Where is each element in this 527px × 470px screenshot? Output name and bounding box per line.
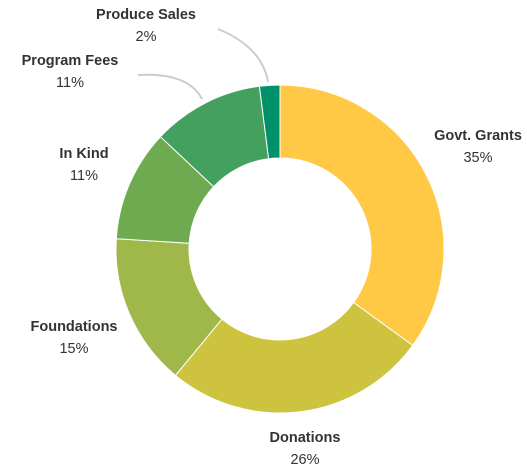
slice-label-program-fees: Program Fees <box>22 53 119 69</box>
slice-percent-produce-sales: 2% <box>136 29 157 45</box>
slice-label-govt-grants: Govt. Grants <box>434 128 522 144</box>
slice-label-produce-sales: Produce Sales <box>96 7 196 23</box>
slice-label-in-kind: In Kind <box>59 146 108 162</box>
slice-label-foundations: Foundations <box>31 319 118 335</box>
slice-label-donations: Donations <box>270 430 341 446</box>
leader-line-program-fees <box>137 73 203 100</box>
donut-slices <box>115 84 445 414</box>
slice-donations[interactable] <box>174 301 414 414</box>
slice-produce-sales[interactable] <box>258 84 281 160</box>
slice-percent-program-fees: 11% <box>56 75 84 91</box>
slice-percent-govt-grants: 35% <box>463 150 492 166</box>
slice-govt-grants[interactable] <box>279 84 445 347</box>
slice-percent-donations: 26% <box>290 452 319 468</box>
leader-lines <box>137 28 269 100</box>
slice-percent-in-kind: 11% <box>70 168 98 184</box>
slice-percent-foundations: 15% <box>59 341 88 357</box>
leader-line-produce-sales <box>217 28 269 83</box>
slice-labels: Govt. Grants 35% Donations 26% Foundations 15… <box>22 7 522 468</box>
